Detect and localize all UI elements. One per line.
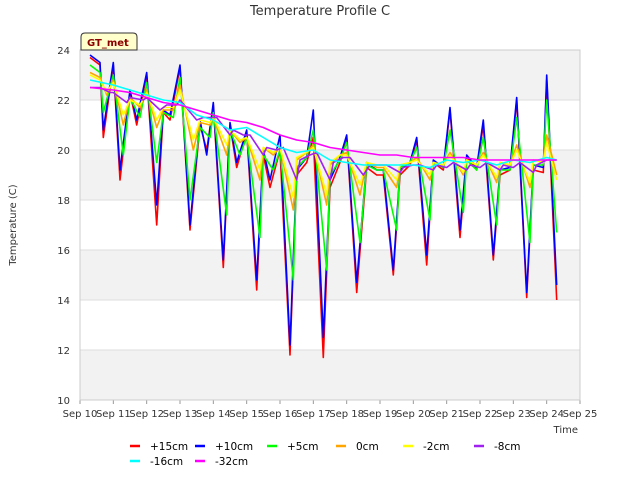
y-tick-label: 12: [57, 346, 70, 357]
series-line: [89, 79, 557, 169]
plot-band: [80, 350, 580, 400]
series-line: [89, 54, 558, 346]
legend-label: -16cm: [150, 456, 183, 468]
badge-label: GT_met: [87, 38, 129, 49]
plot-band: [80, 50, 580, 100]
y-tick-label: 10: [57, 396, 70, 407]
plot-frame: [79, 49, 581, 401]
y-tick-label: 24: [57, 46, 70, 57]
x-tick-label: Sep 11: [96, 409, 131, 420]
x-tick-label: Sep 12: [129, 409, 164, 420]
x-tick-label: Sep 18: [329, 409, 364, 420]
legend: +15cm +10cm +5cm 0cm -2cm -8cm -16cm -32cm: [130, 441, 520, 468]
x-tick-label: Sep 22: [463, 409, 498, 420]
y-tick-labels: 10 12 14 16 18 20 22 24: [57, 46, 70, 407]
x-tick-label: Sep 15: [229, 409, 264, 420]
series-line: [89, 74, 558, 199]
x-tick-label: Sep 14: [196, 409, 231, 420]
x-tick-label: Sep 23: [496, 409, 531, 420]
legend-label: -8cm: [494, 441, 520, 453]
x-axis-label: Time: [553, 425, 578, 436]
y-tick-label: 16: [57, 246, 70, 257]
series-line: [89, 86, 557, 161]
y-tick-label: 20: [57, 146, 70, 157]
series-lines: [89, 54, 558, 359]
plot-band: [80, 300, 580, 350]
legend-label: -2cm: [423, 441, 449, 453]
legend-label: +15cm: [150, 441, 188, 453]
x-tick-label: Sep 25: [563, 409, 598, 420]
plot-background: [80, 50, 580, 400]
series-line: [89, 64, 558, 281]
x-tick-label: Sep 24: [529, 409, 564, 420]
x-tick-label: Sep 17: [296, 409, 331, 420]
x-tick-label: Sep 16: [263, 409, 298, 420]
chart-title: Temperature Profile C: [249, 4, 390, 19]
plot-band: [80, 250, 580, 300]
legend-label: +5cm: [287, 441, 318, 453]
x-tick-label: Sep 10: [63, 409, 98, 420]
x-tick-label: Sep 20: [396, 409, 431, 420]
series-line: [89, 71, 558, 211]
legend-label: -32cm: [215, 456, 248, 468]
y-tick-label: 18: [57, 196, 70, 207]
legend-label: 0cm: [356, 441, 379, 453]
y-tick-label: 14: [57, 296, 70, 307]
x-tick-label: Sep 13: [163, 409, 198, 420]
badge-shape: [80, 32, 138, 51]
station-badge: GT_met: [80, 32, 138, 51]
x-tick-label: Sep 21: [429, 409, 464, 420]
legend-label: +10cm: [215, 441, 253, 453]
series-line: [90, 86, 557, 181]
x-tick-label: Sep 19: [363, 409, 398, 420]
y-tick-label: 22: [57, 96, 70, 107]
y-axis-label: Temperature (C): [8, 184, 19, 266]
